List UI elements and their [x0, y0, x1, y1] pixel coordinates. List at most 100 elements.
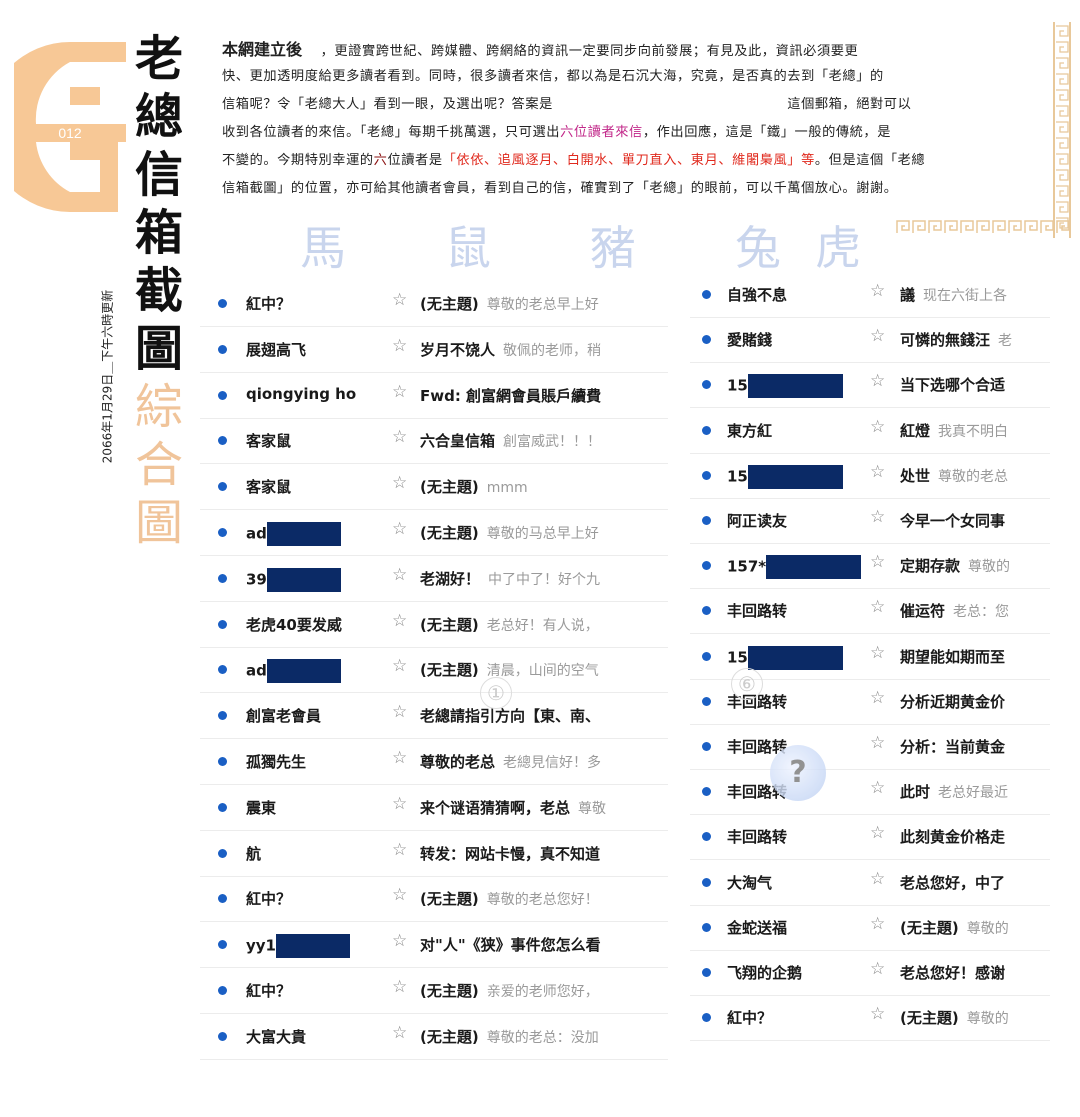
preview-text: 老總見信好！多 [503, 755, 602, 771]
star-icon[interactable]: ☆ [392, 427, 408, 448]
star-icon[interactable]: ☆ [870, 597, 886, 618]
email-row[interactable]: 自強不息 ☆ 議现在六街上各 [690, 272, 1050, 318]
preview-text: 創富威武！！！ [503, 434, 602, 451]
star-icon[interactable]: ☆ [870, 778, 886, 799]
preview-text: 老 [998, 333, 1013, 350]
email-row[interactable]: 紅中？ ☆ (无主題) 尊敬的老总您好！ [200, 876, 668, 923]
star-icon[interactable]: ☆ [870, 823, 886, 844]
email-row[interactable]: 15 ☆ 期望能如期而至 [690, 634, 1050, 680]
email-row[interactable]: ad ☆ (无主題) 清晨，山间的空气 [200, 647, 668, 694]
email-row[interactable]: 客家鼠 ☆ 六合皇信箱 創富威武！！！ [200, 418, 668, 465]
preview-text: 尊敬 [578, 800, 607, 817]
star-icon[interactable]: ☆ [392, 931, 408, 952]
email-row[interactable]: 孤獨先生 ☆ 尊敬的老总 老總見信好！多 [200, 739, 668, 785]
email-row[interactable]: 15 ☆ 处世 尊敬的老总 [690, 453, 1050, 499]
sender-name: 愛賭錢 [727, 329, 772, 350]
sender-text: 紅中？ [246, 295, 292, 313]
subject-text: 催运符 [900, 602, 946, 621]
unread-dot-icon [702, 606, 711, 616]
star-icon[interactable]: ☆ [870, 461, 886, 482]
email-row[interactable]: yy1 ☆ 对"人"《狭》事件您怎么看 [200, 922, 668, 969]
star-icon[interactable]: ☆ [870, 281, 886, 301]
email-row[interactable]: 紅中？ ☆ (无主題) 亲爱的老师您好， [200, 968, 668, 1014]
email-row[interactable]: qiongying ho ☆ Fwd: 創富網會員賬戶續費 [200, 373, 668, 419]
email-row[interactable]: 航 ☆ 转发：网站卡慢，真不知道 [200, 831, 668, 877]
help-icon[interactable]: ? [770, 745, 826, 801]
star-icon[interactable]: ☆ [392, 885, 408, 906]
star-icon[interactable]: ☆ [392, 748, 408, 768]
star-icon[interactable]: ☆ [870, 326, 886, 347]
email-subject: 紅燈 我真不明白 [900, 420, 1008, 441]
star-icon[interactable]: ☆ [870, 507, 886, 527]
star-icon[interactable]: ☆ [392, 473, 408, 494]
star-icon[interactable]: ☆ [392, 656, 408, 677]
star-icon[interactable]: ☆ [392, 610, 408, 631]
email-row[interactable]: 紅中？ ☆ (无主題) 尊敬的 [690, 995, 1050, 1042]
unread-dot-icon [218, 573, 227, 583]
preview-text: 中了中了！好个九 [488, 571, 601, 588]
subject-text: 对"人"《狭》事件您怎么看 [420, 936, 601, 955]
star-icon[interactable]: ☆ [392, 702, 408, 723]
title-char: 總 [134, 89, 183, 145]
email-row[interactable]: 飞翔的企鹅 ☆ 老总您好！感谢 [690, 950, 1050, 996]
star-icon[interactable]: ☆ [870, 687, 886, 708]
star-icon[interactable]: ☆ [392, 335, 408, 356]
subject-text: 岁月不饶人 [420, 340, 496, 359]
zodiac-watermark-char: 豬 [590, 221, 636, 275]
email-row[interactable]: 東方紅 ☆ 紅燈 我真不明白 [690, 408, 1050, 454]
sender-text: 航 [246, 844, 262, 863]
sender-name: 大淘气 [727, 872, 772, 893]
email-row[interactable]: 阿正读友 ☆ 今早一个女同事 [690, 498, 1050, 544]
star-icon[interactable]: ☆ [392, 793, 408, 814]
unread-dot-icon [702, 787, 711, 797]
star-icon[interactable]: ☆ [870, 868, 886, 889]
subject-text: 尊敬的老总 [420, 753, 496, 771]
subject-text: 紅燈 [900, 421, 931, 440]
star-icon[interactable]: ☆ [870, 416, 886, 437]
star-icon[interactable]: ☆ [870, 959, 886, 979]
annotation-marker-6: ⑥ [731, 668, 763, 700]
star-icon[interactable]: ☆ [392, 519, 408, 539]
sender-text: 紅中？ [727, 1009, 773, 1028]
email-row[interactable]: 客家鼠 ☆ (无主題) mmm [200, 464, 668, 511]
star-icon[interactable]: ☆ [870, 1004, 886, 1025]
star-icon[interactable]: ☆ [870, 371, 886, 392]
email-row[interactable]: ad ☆ (无主題) 尊敬的马总早上好 [200, 510, 668, 556]
subject-text: 处世 [900, 466, 931, 485]
sender-name: 紅中？ [246, 293, 291, 314]
email-row[interactable]: 丰回路转 ☆ 催运符 老总：您 [690, 588, 1050, 635]
email-row[interactable]: 震東 ☆ 来个谜语猜猜啊，老总 尊敬 [200, 785, 668, 831]
email-row[interactable]: 丰回路转 ☆ 此时 老总好最近 [690, 769, 1050, 816]
star-icon[interactable]: ☆ [870, 733, 886, 753]
title-char: 圖 [134, 321, 183, 377]
email-row[interactable]: 大淘气 ☆ 老总您好，中了 [690, 860, 1050, 906]
unread-dot-icon [218, 436, 227, 446]
title-char: 箱 [134, 205, 183, 261]
star-icon[interactable]: ☆ [392, 290, 408, 310]
star-icon[interactable]: ☆ [392, 977, 408, 997]
star-icon[interactable]: ☆ [392, 1022, 408, 1043]
sender-name: 自強不息 [727, 284, 787, 305]
email-row[interactable]: 愛賭錢 ☆ 可憐的無錢汪老 [690, 317, 1050, 364]
email-row[interactable]: 創富老會員 ☆ 老總請指引方向【東、南、 [200, 693, 668, 740]
email-row[interactable]: 金蛇送福 ☆ (无主題) 尊敬的 [690, 905, 1050, 951]
email-row[interactable]: 丰回路转 ☆ 此刻黄金价格走 [690, 814, 1050, 861]
email-row[interactable]: 丰回路转 ☆ 分析：当前黄金 [690, 724, 1050, 770]
email-row[interactable]: 大富大貴 ☆ (无主題) 尊敬的老总：没加 [200, 1014, 668, 1060]
star-icon[interactable]: ☆ [870, 913, 886, 934]
email-row[interactable]: 15 ☆ 当下选哪个合适 [690, 362, 1050, 409]
email-row[interactable]: 老虎40要发威 ☆ (无主題) 老总好！有人说， [200, 602, 668, 648]
email-row[interactable]: 157* ☆ 定期存款 尊敬的 [690, 543, 1050, 590]
email-row[interactable]: 紅中？ ☆ (无主題) 尊敬的老总早上好 [200, 281, 668, 327]
subject-text: 六合皇信箱 [420, 432, 496, 451]
star-icon[interactable]: ☆ [392, 839, 408, 860]
star-icon[interactable]: ☆ [392, 381, 408, 402]
star-icon[interactable]: ☆ [870, 642, 886, 663]
star-icon[interactable]: ☆ [870, 552, 886, 573]
sender-name: 震東 [246, 797, 276, 818]
redaction-box [747, 645, 843, 670]
email-row[interactable]: 39 ☆ 老湖好！ 中了中了！好个九 [200, 556, 668, 602]
email-row[interactable]: 展翅高飞 ☆ 岁月不饶人 敬佩的老师，稍 [200, 327, 668, 373]
sender-text: 15 [727, 648, 748, 667]
star-icon[interactable]: ☆ [392, 564, 408, 585]
